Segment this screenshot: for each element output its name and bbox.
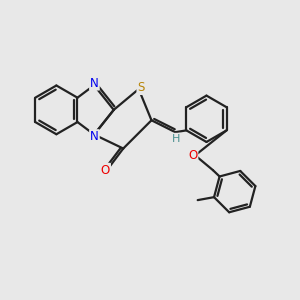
Text: S: S bbox=[137, 81, 145, 94]
Text: O: O bbox=[188, 149, 197, 162]
Text: N: N bbox=[90, 76, 99, 90]
Text: H: H bbox=[172, 134, 180, 144]
Text: N: N bbox=[90, 130, 99, 143]
Text: O: O bbox=[101, 164, 110, 177]
